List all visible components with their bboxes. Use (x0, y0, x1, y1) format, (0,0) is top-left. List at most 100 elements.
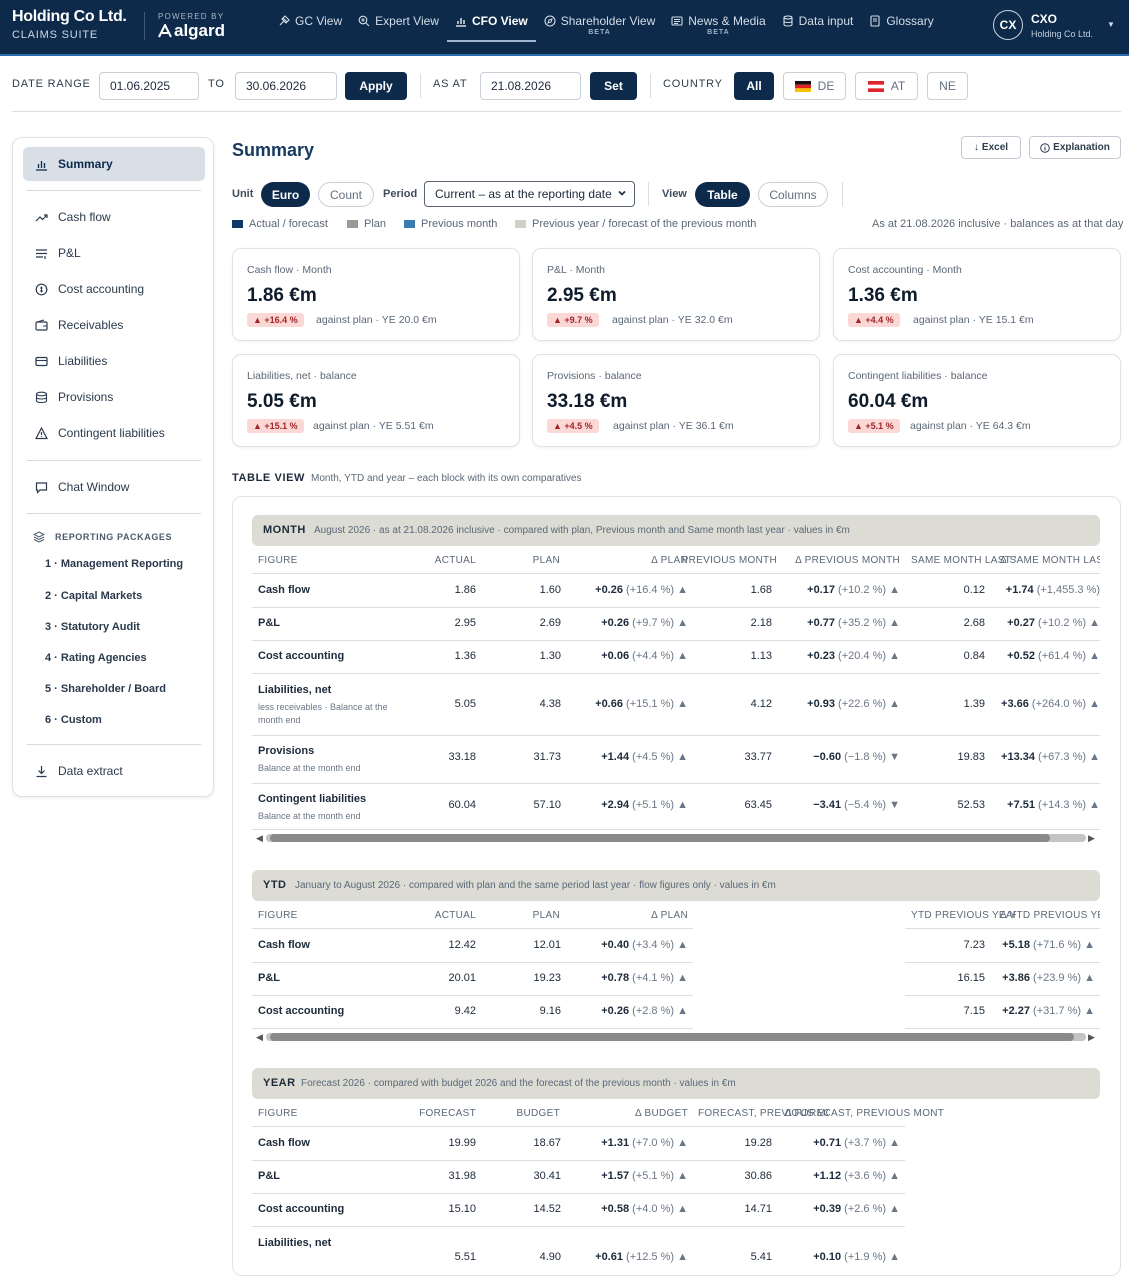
nav-glossary[interactable]: Glossary (861, 0, 941, 56)
package-item[interactable]: 1 · Management Reporting (45, 558, 184, 570)
delta-arrow-icon: ▲ (1089, 617, 1100, 629)
date-from-input[interactable]: 01.06.2025 (99, 72, 199, 100)
nav-news-media[interactable]: News & Media BETA (663, 0, 773, 56)
delta-arrow-icon: ▲ (889, 617, 900, 629)
nav-cfo-view[interactable]: CFO View (446, 0, 536, 56)
country-at-button[interactable]: AT (855, 72, 918, 100)
table-header-rule (252, 573, 1100, 574)
user-name: CXO (1031, 11, 1058, 26)
legend-previous-year: Previous year / forecast of the previous… (515, 218, 756, 230)
nav-gc-view[interactable]: GC View (270, 0, 350, 56)
delta-previous-month: −0.60 (−1.8 %) ▼ (760, 751, 900, 763)
delta-value: +0.23 (807, 650, 835, 662)
powered-by-label: POWERED BY (158, 12, 225, 21)
ytd-previous-year-value: 7.15 (963, 1005, 985, 1017)
kpi-note: against plan · YE 32.0 €m (612, 314, 733, 326)
plan-value: 12.01 (533, 939, 561, 951)
delta-percent: (+35.2 %) (838, 617, 887, 629)
unit-count-toggle[interactable]: Count (318, 182, 374, 207)
nav-shareholder-view-label: Shareholder View (560, 14, 656, 28)
chevron-down-icon[interactable]: ▼ (1107, 20, 1115, 29)
table-view-subtitle: Month, YTD and year – each block with it… (311, 473, 582, 484)
figure-label: Cash flow (258, 584, 310, 596)
delta-value: +1.74 (1005, 584, 1034, 596)
delta-plan: +0.40 (+3.4 %) ▲ (558, 939, 688, 951)
period-select[interactable]: Current – as at the reporting date (424, 181, 635, 207)
package-item[interactable]: 6 · Custom (45, 714, 102, 726)
scroll-left-icon[interactable]: ◀ (256, 833, 263, 843)
kpi-card: P&L · Month 2.95 €m ▲ +9.7 % against pla… (532, 248, 820, 341)
view-columns-toggle[interactable]: Columns (758, 182, 828, 207)
period-label: Period (383, 188, 418, 200)
delta-percent: (+2.8 %) (632, 1005, 675, 1017)
stack-icon (33, 531, 45, 543)
view-table-toggle[interactable]: Table (695, 182, 750, 207)
kpi-card: Liabilities, net · balance 5.05 €m ▲ +15… (232, 354, 520, 447)
sidebar-item-pl[interactable]: P&L (23, 236, 205, 270)
table-view-title: TABLE VIEW (232, 472, 306, 484)
sidebar-item-provisions[interactable]: Provisions (23, 380, 205, 414)
delta-value: +0.06 (601, 650, 630, 662)
sidebar-item-contingent-liabilities[interactable]: Contingent liabilities (23, 416, 205, 450)
explanation-button[interactable]: Explanation (1029, 136, 1121, 159)
delta-percent: (+16.4 %) (626, 584, 675, 596)
country-all-button[interactable]: All (734, 72, 774, 100)
algard-logo-text: algard (174, 21, 226, 40)
nav-data-input[interactable]: Data input (774, 0, 862, 56)
nav-shareholder-view[interactable]: Shareholder View BETA (536, 0, 664, 56)
table-row-rule (252, 995, 693, 996)
filter-divider-line (12, 111, 1121, 112)
kpi-value: 1.86 €m (247, 285, 317, 306)
package-item[interactable]: 2 · Capital Markets (45, 590, 143, 602)
package-item[interactable]: 5 · Shareholder / Board (45, 683, 167, 695)
package-item[interactable]: 3 · Statutory Audit (45, 621, 140, 633)
ytd-scrollbar-thumb[interactable] (270, 1033, 1074, 1041)
avatar[interactable]: CX (993, 10, 1023, 40)
brand[interactable]: Holding Co Ltd. CLAIMS SUITE (12, 8, 127, 41)
download-icon: ↓ (973, 142, 979, 153)
figure-label: Cost accounting (258, 650, 345, 662)
sidebar-item-cost-accounting[interactable]: Cost accounting (23, 272, 205, 306)
delta-plan: +0.78 (+4.1 %) ▲ (558, 972, 688, 984)
unit-euro-toggle[interactable]: Euro (261, 182, 310, 207)
country-de-button[interactable]: DE (783, 72, 846, 100)
kpi-delta-badge: ▲ +9.7 % (547, 313, 599, 327)
scroll-right-icon[interactable]: ▶ (1088, 1032, 1095, 1042)
user-company: Holding Co Ltd. (1031, 28, 1094, 39)
actual-value: 2.95 (454, 617, 476, 629)
sidebar-item-data-extract[interactable]: Data extract (23, 754, 205, 788)
th-delta-ytd-previous-year: Δ YTD PREVIOUS YEAR (1000, 910, 1100, 921)
info-icon (1040, 142, 1050, 153)
set-button[interactable]: Set (590, 72, 637, 100)
delta-plan: +0.26 (+2.8 %) ▲ (558, 1005, 688, 1017)
delta-value: +0.78 (601, 972, 630, 984)
legend-label: Plan (364, 218, 387, 230)
th-previous-month: PREVIOUS MONTH (681, 555, 777, 566)
scroll-right-icon[interactable]: ▶ (1088, 833, 1095, 843)
delta-value: +1.12 (813, 1170, 842, 1182)
package-item[interactable]: 4 · Rating Agencies (45, 652, 147, 664)
delta-plan: +0.26 (+9.7 %) ▲ (558, 617, 688, 629)
filter-divider (420, 74, 421, 98)
scroll-left-icon[interactable]: ◀ (256, 1032, 263, 1042)
excel-button[interactable]: ↓ Excel (961, 136, 1021, 159)
nav-expert-view[interactable]: Expert View (350, 0, 447, 56)
date-to-input[interactable]: 30.06.2026 (235, 72, 337, 100)
kpi-value: 1.36 €m (848, 285, 918, 306)
delta-arrow-icon: ▲ (677, 1137, 688, 1149)
sidebar-item-summary[interactable]: Summary (23, 147, 205, 181)
sidebar-item-cash-flow[interactable]: Cash flow (23, 200, 205, 234)
apply-button[interactable]: Apply (345, 72, 407, 100)
month-scrollbar-thumb[interactable] (270, 834, 1050, 842)
delta-percent: (+5.1 %) (632, 1170, 675, 1182)
as-at-input[interactable]: 21.08.2026 (480, 72, 581, 100)
kpi-title: Cash flow · Month (247, 264, 332, 276)
newspaper-icon (671, 14, 683, 27)
legend-plan: Plan (347, 218, 386, 230)
sidebar-item-receivables[interactable]: Receivables (23, 308, 205, 342)
sidebar-item-chat-window[interactable]: Chat Window (23, 470, 205, 504)
user-menu[interactable]: CX CXO Holding Co Ltd. (993, 10, 1093, 40)
previous-month-value: 33.77 (744, 751, 772, 763)
sidebar-item-liabilities[interactable]: Liabilities (23, 344, 205, 378)
country-ne-button[interactable]: NE (927, 72, 968, 100)
